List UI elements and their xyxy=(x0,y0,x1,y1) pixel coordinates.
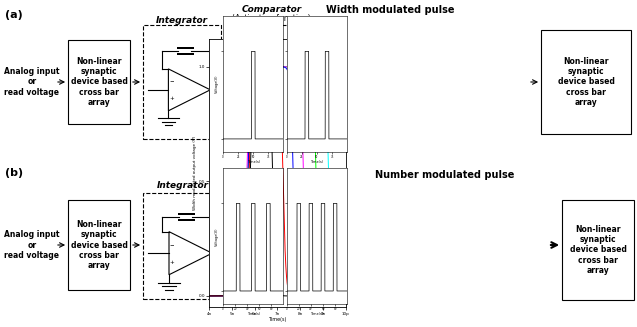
Bar xyxy=(143,25,221,139)
Text: +: + xyxy=(169,260,175,265)
Text: −: − xyxy=(169,79,174,84)
Text: Non-linear
synaptic
device based
cross bar
array: Non-linear synaptic device based cross b… xyxy=(557,57,615,107)
Bar xyxy=(143,193,223,299)
Y-axis label: Width modulated output voltage (V): Width modulated output voltage (V) xyxy=(193,136,197,211)
Y-axis label: Voltage(V): Voltage(V) xyxy=(215,227,218,246)
Text: +: + xyxy=(257,90,262,95)
X-axis label: Time(s): Time(s) xyxy=(310,312,324,316)
Text: (b): (b) xyxy=(5,168,23,178)
Y-axis label: Voltage(V): Voltage(V) xyxy=(215,75,218,94)
Bar xyxy=(236,193,326,299)
Text: −: − xyxy=(169,242,175,247)
Text: +: + xyxy=(169,96,174,101)
X-axis label: Time(s): Time(s) xyxy=(247,312,260,316)
Text: Comparator: Comparator xyxy=(241,5,302,14)
Text: Non-linear
synaptic
device based
cross bar
array: Non-linear synaptic device based cross b… xyxy=(71,220,127,270)
Bar xyxy=(541,30,631,134)
Text: Number modulated pulse: Number modulated pulse xyxy=(375,170,515,180)
X-axis label: Time(s): Time(s) xyxy=(310,160,324,164)
Text: Non-linear
synaptic
device based
cross bar
array: Non-linear synaptic device based cross b… xyxy=(569,225,626,275)
Bar xyxy=(68,200,130,290)
Text: Non-linear
synaptic
device based
cross bar
array: Non-linear synaptic device based cross b… xyxy=(71,57,127,107)
Bar xyxy=(562,200,634,300)
Text: Integrator: Integrator xyxy=(157,181,209,190)
Text: (a): (a) xyxy=(5,10,23,20)
Bar xyxy=(68,40,130,124)
Text: Analog input
or
read voltage: Analog input or read voltage xyxy=(4,230,59,260)
Text: Analog input
or
read voltage: Analog input or read voltage xyxy=(4,67,59,97)
Text: Activation
function for
pulse number
modulition: Activation function for pulse number mod… xyxy=(252,226,311,266)
Text: (Activation function): (Activation function) xyxy=(233,14,311,23)
Text: $V_{ref}$: $V_{ref}$ xyxy=(250,80,263,89)
Text: −: − xyxy=(257,73,262,78)
X-axis label: Time(s): Time(s) xyxy=(247,160,260,164)
Bar xyxy=(234,25,309,139)
Text: Width modulated pulse: Width modulated pulse xyxy=(326,5,454,15)
X-axis label: Time(s): Time(s) xyxy=(268,317,287,322)
Text: Integrator: Integrator xyxy=(156,16,208,25)
